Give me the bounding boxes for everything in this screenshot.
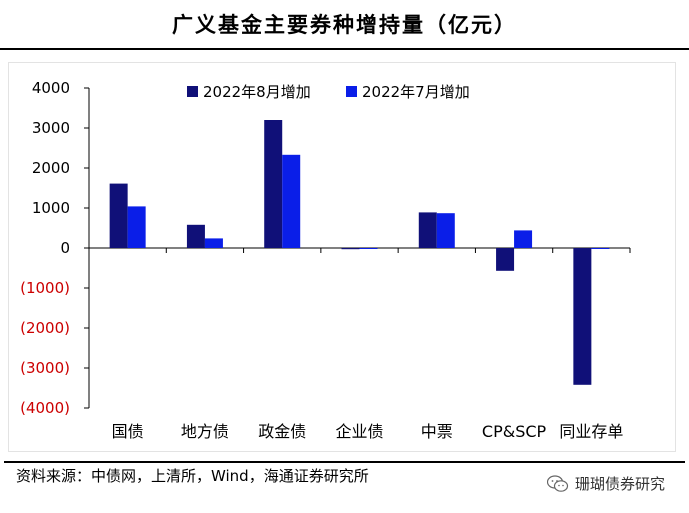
y-tick-label: (1000) [20, 279, 70, 297]
bar-jul-4 [436, 213, 455, 248]
bar-jul-1 [204, 238, 223, 248]
wechat-icon [546, 474, 569, 492]
x-tick-label: 地方债 [181, 422, 229, 441]
chart-title: 广义基金主要券种增持量（亿元） [172, 13, 517, 37]
legend-label-1: 2022年7月增加 [362, 83, 470, 101]
bar-aug-2 [264, 120, 283, 248]
source-note: 资料来源：中债网，上清所，Wind，海通证券研究所 [16, 467, 369, 485]
brand-name: 珊瑚债券研究 [574, 475, 665, 493]
bar-aug-6 [573, 248, 592, 385]
bar-jul-3 [359, 248, 378, 249]
bar-jul-5 [514, 230, 533, 248]
source-footer: 资料来源：中债网，上清所，Wind，海通证券研究所 珊瑚债券研究 [4, 461, 685, 493]
y-tick-label: 4000 [32, 79, 70, 97]
legend-swatch-1 [346, 86, 357, 97]
y-tick-label: 2000 [32, 159, 70, 177]
title-bar: 广义基金主要券种增持量（亿元） [0, 0, 689, 50]
x-tick-label: 国债 [112, 422, 144, 441]
y-tick-label: (3000) [20, 359, 70, 377]
bar-aug-0 [109, 183, 128, 248]
bar-aug-5 [496, 248, 515, 271]
y-tick-label: 3000 [32, 119, 70, 137]
y-tick-label: 0 [60, 239, 70, 257]
bar-jul-2 [282, 154, 301, 248]
legend-swatch-0 [187, 86, 198, 97]
y-tick-label: (4000) [20, 399, 70, 417]
bar-aug-4 [418, 212, 437, 248]
bar-jul-6 [591, 248, 610, 249]
chart-frame [8, 62, 676, 452]
brand: 珊瑚债券研究 [546, 473, 665, 494]
x-tick-label: 中票 [421, 422, 453, 441]
y-tick-label: (2000) [20, 319, 70, 337]
bar-chart: 4000 3000 2000 1000 0 (1000) (2000) (3000) (4000… [20, 79, 631, 441]
x-tick-label: 企业债 [335, 422, 383, 441]
x-tick-label: 政金债 [258, 422, 306, 441]
bar-aug-3 [341, 248, 360, 250]
x-tick-label: CP&SCP [482, 422, 547, 441]
y-tick-label: 1000 [32, 199, 70, 217]
legend-label-0: 2022年8月增加 [203, 83, 311, 101]
bar-aug-1 [186, 224, 205, 248]
bar-jul-0 [127, 206, 146, 248]
x-tick-label: 同业存单 [559, 422, 623, 441]
